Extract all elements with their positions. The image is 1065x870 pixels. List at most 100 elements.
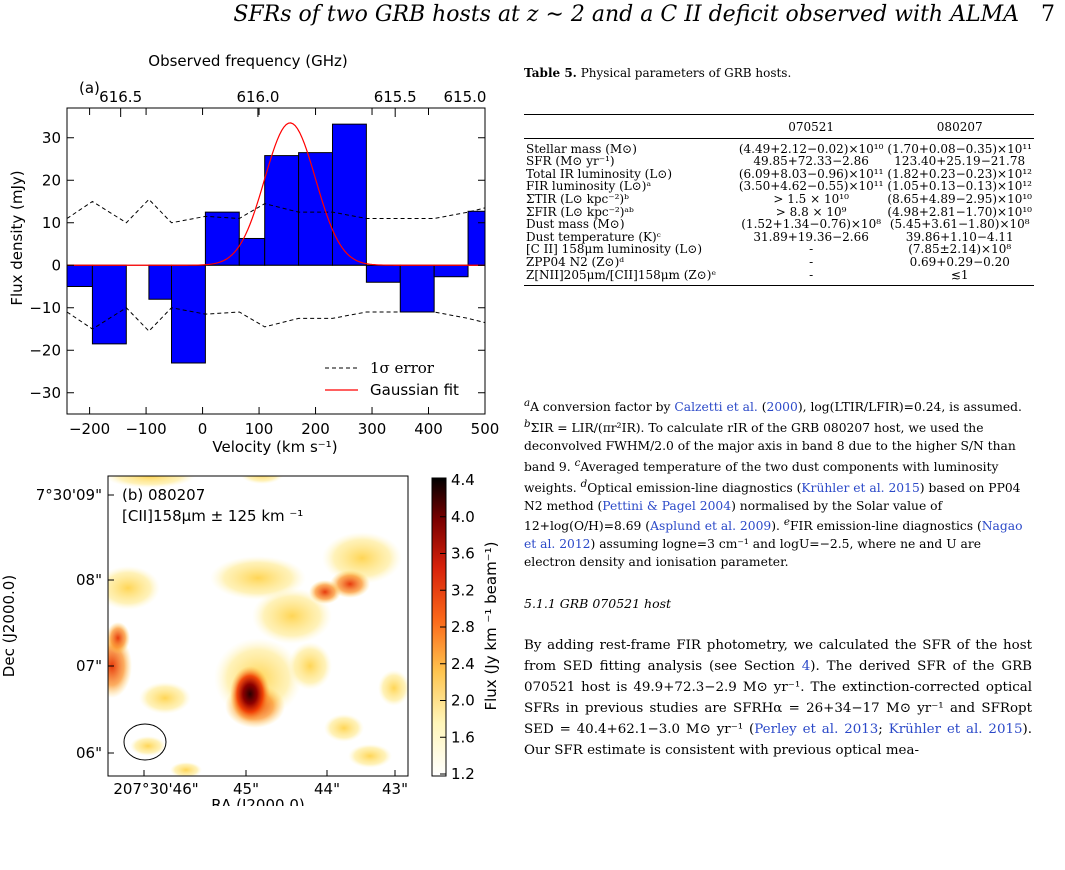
citation-link[interactable]: Krühler et al. 2015 xyxy=(888,721,1023,737)
y-tick-label: 30 xyxy=(42,129,61,147)
y-tick-label: −30 xyxy=(29,384,61,402)
map-x-tick: 45" xyxy=(233,780,259,798)
table-row-label: ΣTIR (L⊙ kpc⁻²)ᵇ xyxy=(526,191,629,206)
x-tick-label: 300 xyxy=(358,420,387,438)
text-run: ). xyxy=(771,519,780,534)
y-tick-label: −20 xyxy=(29,341,61,359)
text-run: By adding rest-frame FIR photometry, we … xyxy=(524,638,1032,674)
footnote-text: FIR emission-line diagnostics (Nagao et … xyxy=(524,519,1023,569)
table-row: Z[NII]205μm/[CII]158μm (Z⊙)ᵉ - ≲1 xyxy=(524,268,1034,287)
table-row: SFR (M⊙ yr⁻¹) 49.85+72.33−2.86 123.40+25.1… xyxy=(524,155,1034,168)
section-body-text: By adding rest-frame FIR photometry, we … xyxy=(524,636,1032,761)
citation-link[interactable]: Perley et al. 2013 xyxy=(754,721,879,737)
text-run: ). The derived SFR of the GRB 070521 hos… xyxy=(524,658,1033,737)
map-y-label: Dec (J2000.0) xyxy=(0,575,18,677)
footnote-mark: e xyxy=(783,516,790,529)
footnote-mark: d xyxy=(580,477,588,490)
x-tick-label: 100 xyxy=(245,420,274,438)
citation-link[interactable]: Pettini & Pagel 2004 xyxy=(602,498,732,513)
table-row-label: SFR (M⊙ yr⁻¹) xyxy=(526,154,615,169)
text-run: ΣIR = LIR/(πr²IR). To calculate rIR of t… xyxy=(524,421,1016,474)
spectrum-bar xyxy=(399,264,435,313)
text-run: ) normalised by the Solar value of 12+lo… xyxy=(524,498,943,534)
text-run: ). Our SFR estimate is consistent with p… xyxy=(524,721,1032,758)
plot-frame xyxy=(66,107,486,415)
citation-link[interactable]: Krühler et al. 2015 xyxy=(801,480,920,495)
citation-link[interactable]: Nagao et al. 2012 xyxy=(524,519,1023,552)
table-caption-text: Physical parameters of GRB hosts. xyxy=(580,66,792,80)
table-cell: (1.82+0.23−0.23)×10¹² xyxy=(887,166,1032,181)
spectrum-bar xyxy=(91,264,127,345)
beam-ellipse xyxy=(123,723,167,761)
panel-label-b: (b) 080207 xyxy=(122,486,205,504)
page-number: 7 xyxy=(1041,2,1055,27)
spectrum-bar xyxy=(365,264,401,283)
table-cell: (3.50+4.62−0.55)×10¹¹ xyxy=(738,179,884,194)
text-run: Averaged temperature of the two dust com… xyxy=(524,459,999,495)
spectrum-bar xyxy=(238,237,266,266)
table-row: ΣFIR (L⊙ kpc⁻²)ᵃᵇ > 8.8 × 10⁹ (4.98+2.81−1… xyxy=(524,204,1034,219)
colorbar-tick-label: 4.4 xyxy=(451,471,475,489)
map-x-tick: 207°30'46" xyxy=(113,780,198,798)
panel-label-a: (a) xyxy=(79,79,100,97)
text-run: ) based on PP04 N2 method ( xyxy=(524,480,1021,513)
legend-error-label: 1σ error xyxy=(370,359,435,377)
top-axis-ticks: 616.5 616.0 615.5 615.0 xyxy=(99,88,486,117)
table-row-label: [C II] 158μm luminosity (L⊙) xyxy=(526,242,703,257)
text-run: Optical emission-line diagnostics ( xyxy=(587,480,802,495)
table-row-label: Z[NII]205μm/[CII]158μm (Z⊙)ᵉ xyxy=(524,268,737,287)
x-axis-label: Velocity (km s⁻¹) xyxy=(212,438,337,456)
top-tick-label: 616.0 xyxy=(236,88,279,106)
table-cell: (4.49+2.12−0.02)×10¹⁰ xyxy=(738,141,884,156)
x-tick-label: −200 xyxy=(69,420,110,438)
text-run: ) assuming logne=3 cm⁻¹ and logU=−2.5, w… xyxy=(524,537,981,570)
running-head-title: SFRs of two GRB hosts at z ∼ 2 and a C I… xyxy=(233,2,1019,27)
table-cell: 31.89+19.36−2.66 xyxy=(753,229,869,244)
top-axis-label: Observed frequency (GHz) xyxy=(148,52,347,70)
table-row-label: FIR luminosity (L⊙)ᵃ xyxy=(526,179,652,194)
table-row-label: Dust mass (M⊙) xyxy=(526,217,625,232)
y-axis-label: Flux density (mJy) xyxy=(8,170,26,305)
top-tick-label: 615.5 xyxy=(374,88,417,106)
citation-link[interactable]: Asplund et al. 2009 xyxy=(650,519,772,534)
table-caption-label: Table 5. xyxy=(524,66,577,80)
map-x-ticks: 207°30'46" 45" 44" 43" xyxy=(113,770,408,798)
x-axis-ticks: −200 −100 0 100 200 300 400 500 xyxy=(69,108,499,438)
line-label: [CII]158μm ± 125 km ⁻¹ xyxy=(122,507,303,525)
text-run: ), log(LTIR/LFIR)=0.24, is assumed. xyxy=(797,400,1022,415)
citation-link[interactable]: 4 xyxy=(801,658,811,674)
spectrum-bar xyxy=(204,211,240,266)
table-cell: (1.70+0.08−0.35)×10¹¹ xyxy=(887,141,1032,156)
table-row: ZPP04 N2 (Z⊙)ᵈ - 0.69+0.29−0.20 xyxy=(524,256,1034,269)
citation-link[interactable]: Calzetti et al. xyxy=(674,400,758,415)
table-cell: (8.65+4.89−2.95)×10¹⁰ xyxy=(887,191,1032,206)
map-frame xyxy=(107,475,409,777)
map-y-tick: 08" xyxy=(76,571,102,589)
footnote-text: ΣIR = LIR/(πr²IR). To calculate rIR of t… xyxy=(524,421,1016,474)
table-cell: (7.85±2.14)×10⁸ xyxy=(908,242,1012,257)
colorbar-tick-label: 4.0 xyxy=(451,508,475,526)
colorbar-tick-label: 1.2 xyxy=(451,765,475,783)
colorbar-tick-label: 2.8 xyxy=(451,618,475,636)
x-tick-label: 400 xyxy=(414,420,443,438)
spectrum-bar xyxy=(467,210,486,266)
table-row: ΣTIR (L⊙ kpc⁻²)ᵇ > 1.5 × 10¹⁰ (8.65+4.89−2… xyxy=(524,193,1034,206)
table-cell: (4.98+2.81−1.70)×10¹⁰ xyxy=(887,204,1032,219)
table-row-label: ZPP04 N2 (Z⊙)ᵈ xyxy=(526,254,625,269)
spectrum-bar xyxy=(264,155,300,266)
colorbar-tick-label: 1.6 xyxy=(451,728,475,746)
spectrum-plot-area xyxy=(66,107,486,415)
footnote-text: A conversion factor by Calzetti et al. (… xyxy=(530,400,1022,414)
colorbar-ticks: 4.4 4.0 3.6 3.2 2.8 2.4 2.0 1.6 1.2 xyxy=(440,471,475,783)
table-footnotes: aA conversion factor by Calzetti et al. … xyxy=(524,396,1024,572)
table-cell: (5.45+3.61−1.80)×10⁸ xyxy=(889,217,1030,232)
table-row: [C II] 158μm luminosity (L⊙) - (7.85±2.14)… xyxy=(524,243,1034,256)
table-cell: - xyxy=(809,254,814,269)
subsection-heading: 5.1.1 GRB 070521 host xyxy=(524,596,672,611)
citation-link[interactable]: 2000 xyxy=(766,400,798,415)
footnote-mark: c xyxy=(574,456,581,469)
map-emission xyxy=(108,476,408,776)
table-row: Stellar mass (M⊙) (4.49+2.12−0.02)×10¹⁰ (1… xyxy=(524,138,1034,155)
x-tick-label: −100 xyxy=(125,420,166,438)
spectrum-bar xyxy=(148,264,173,300)
